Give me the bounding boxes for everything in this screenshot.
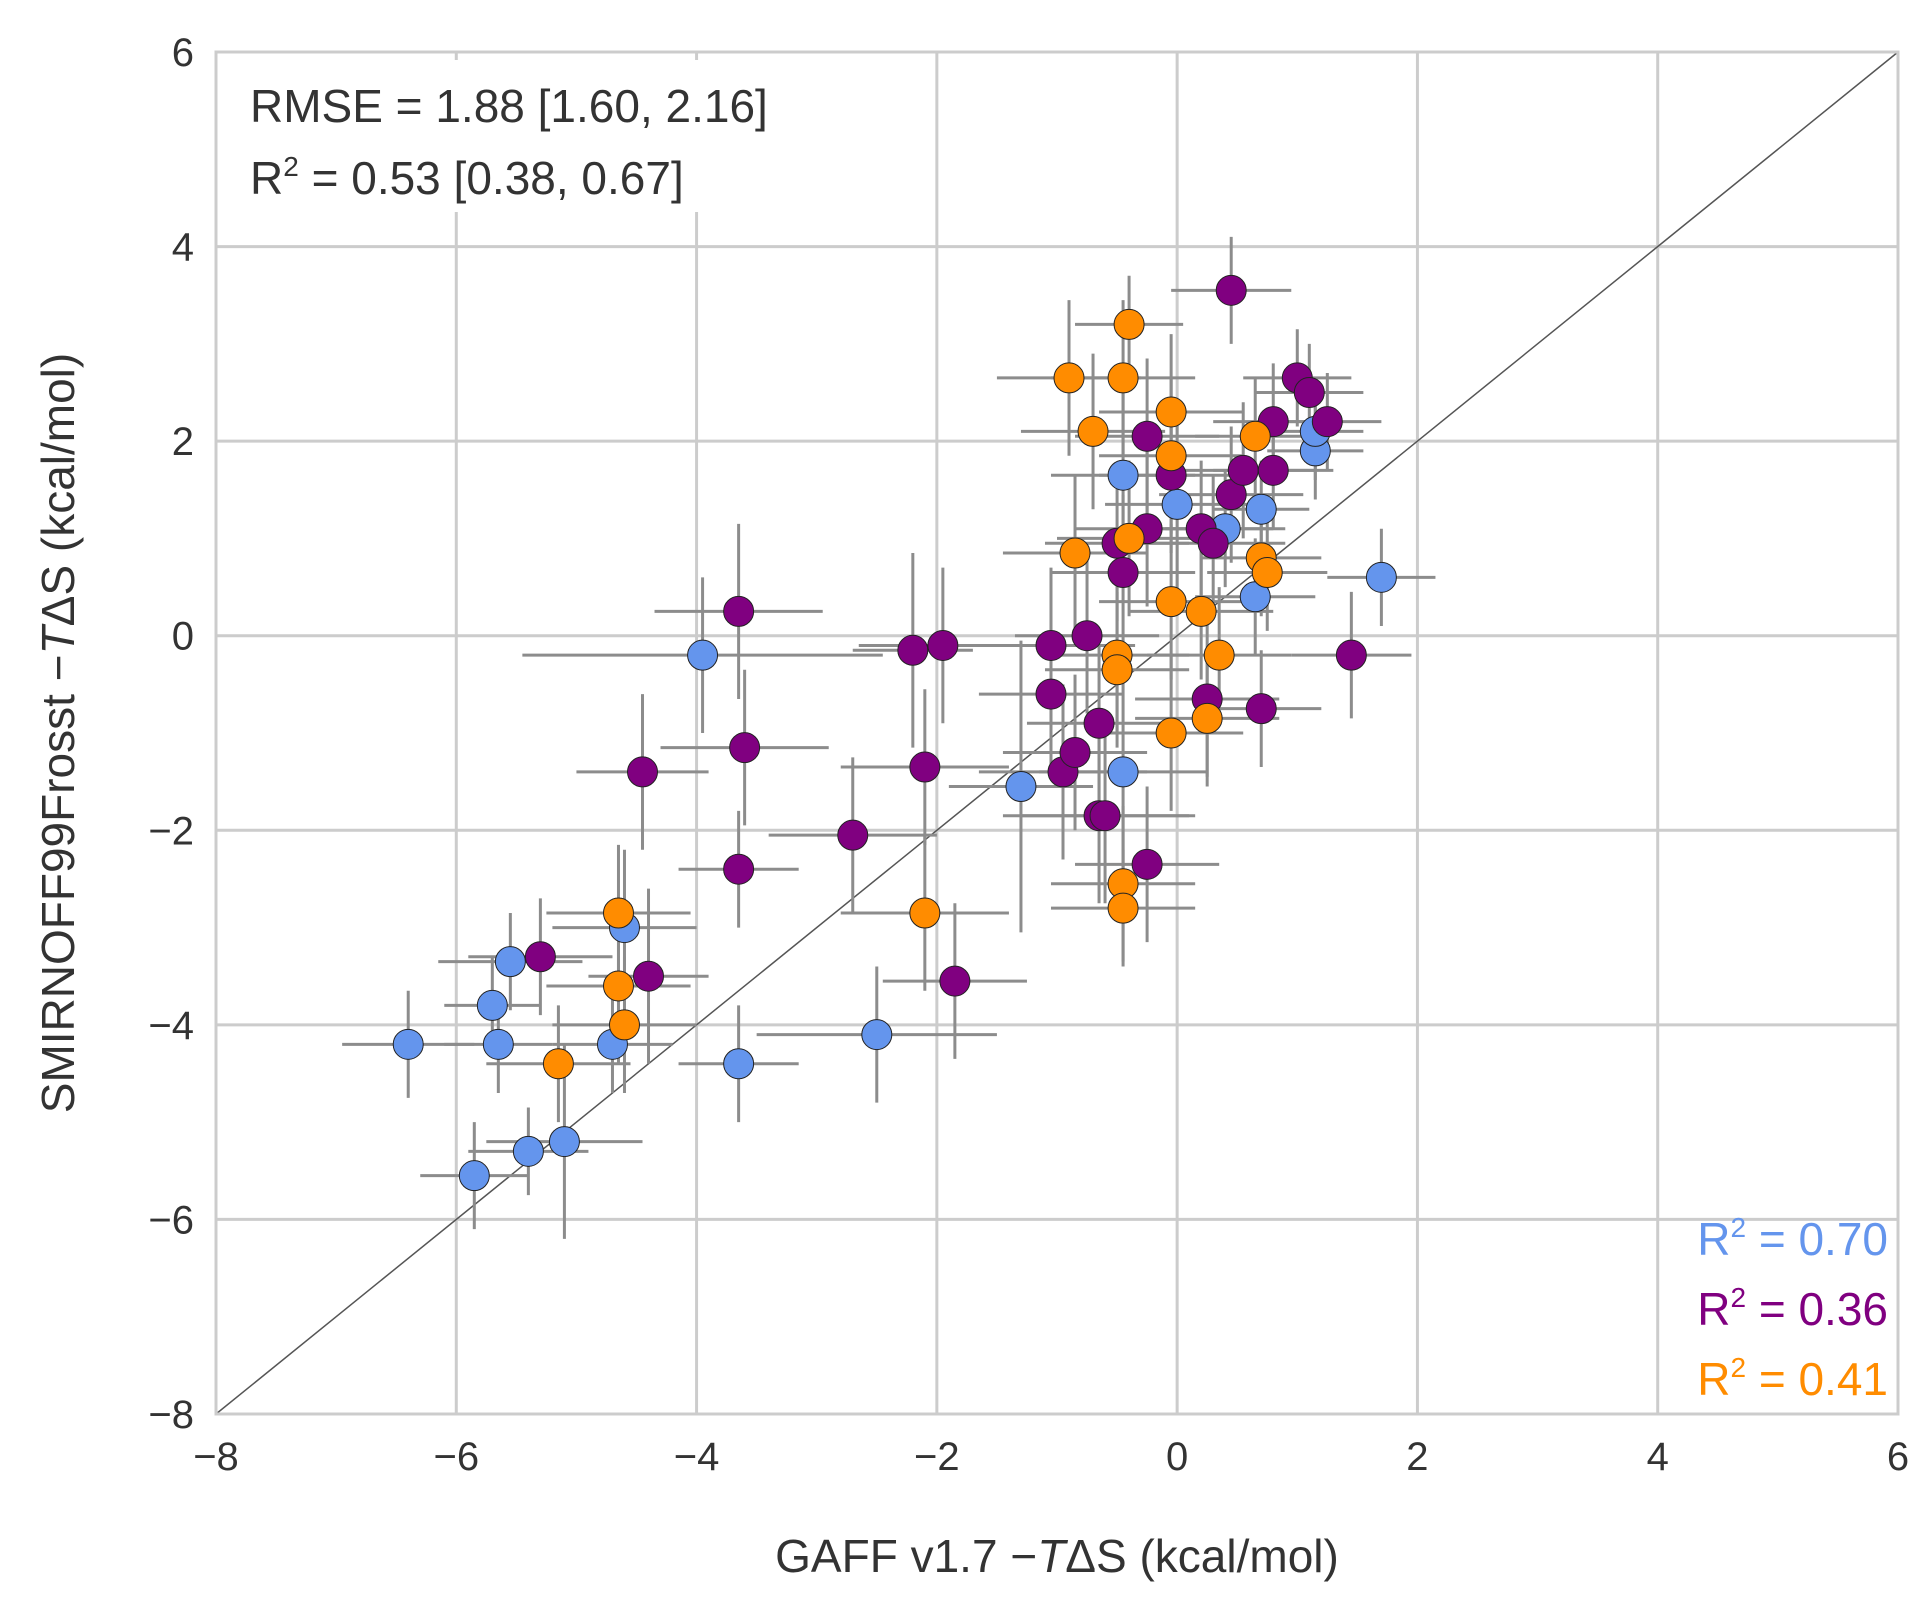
data-point [1071,620,1103,652]
data-point [1107,892,1139,924]
x-tick-label: −4 [674,1435,720,1479]
data-point [1131,848,1163,880]
data-point [897,634,929,666]
data-point [494,946,526,978]
data-point [608,1009,640,1041]
data-point [524,941,556,973]
data-point [1113,522,1145,554]
data-point [1311,406,1343,438]
y-tick-label: −4 [148,1004,194,1048]
data-point [633,960,665,992]
data-point [1203,639,1235,671]
data-point [1005,771,1037,803]
y-tick-label: 2 [172,420,194,464]
stats-box-background [232,60,922,212]
data-point [627,756,659,788]
y-tick-label: −6 [148,1198,194,1242]
data-point [512,1135,544,1167]
group-r2-label: R2 = 0.36 [1697,1282,1888,1335]
data-point [1107,459,1139,491]
data-point [476,989,508,1021]
data-point [1131,420,1163,452]
data-point [1113,308,1145,340]
data-point [1215,274,1247,306]
identity-line [215,51,1899,1415]
data-point [602,970,634,1002]
identity-diagonal [215,51,1899,1415]
x-tick-label: 6 [1887,1435,1909,1479]
y-tick-label: −2 [148,809,194,853]
data-point [1155,396,1187,428]
x-tick-label: −8 [193,1435,239,1479]
y-tick-label: 0 [172,615,194,659]
x-tick-label: −6 [433,1435,479,1479]
x-axis-title: GAFF v1.7 −TΔS (kcal/mol) [775,1530,1339,1582]
data-point [602,897,634,929]
data-point [1239,420,1271,452]
data-point [1161,488,1193,520]
data-point [1365,561,1397,593]
y-tick-label: 6 [172,31,194,75]
error-bars [342,236,1436,1239]
data-point [1107,556,1139,588]
plot-frame [214,50,1900,1416]
data-point [1059,537,1091,569]
data-point [729,732,761,764]
y-tick-label: 4 [172,226,194,270]
data-point [1197,527,1229,559]
data-point [1077,415,1109,447]
data-point [1053,362,1085,394]
data-point [1245,493,1277,525]
x-tick-labels: −8 −6 −4 −2 0 2 4 6 [193,1435,1909,1479]
data-point [687,639,719,671]
data-point [723,595,755,627]
data-point [1035,629,1067,661]
data-point [482,1028,514,1060]
data-point [1257,454,1289,486]
data-point [1293,377,1325,408]
data-points [392,274,1397,1192]
rmse-annotation: RMSE = 1.88 [1.60, 2.16] [250,80,768,132]
group-r2-label: R2 = 0.70 [1697,1212,1888,1265]
data-point [1083,707,1115,739]
data-point [542,1048,574,1080]
y-tick-label: −8 [148,1393,194,1437]
data-point [1335,639,1367,671]
data-point [392,1028,424,1060]
data-point [723,1048,755,1080]
x-tick-label: 4 [1647,1435,1669,1479]
y-tick-labels: −8 −6 −4 −2 0 2 4 6 [148,31,194,1437]
x-tick-label: 2 [1406,1435,1428,1479]
data-point [1251,556,1283,588]
data-point [1155,586,1187,618]
data-point [1191,702,1223,734]
data-point [909,897,941,929]
group-r2-label: R2 = 0.41 [1697,1352,1888,1405]
data-point [1245,693,1277,725]
data-point [1155,717,1187,749]
data-point [723,853,755,885]
data-point [548,1126,580,1158]
x-tick-label: 0 [1166,1435,1188,1479]
data-point [1089,800,1121,832]
y-axis-title: SMIRNOFF99Frosst −TΔS (kcal/mol) [32,353,84,1113]
data-point [1035,678,1067,710]
group-r2-labels: R2 = 0.70 R2 = 0.36 R2 = 0.41 [1697,1212,1888,1405]
data-point [837,819,869,851]
data-point [861,1019,893,1051]
data-point [939,965,971,997]
data-point [927,629,959,661]
data-point [1107,756,1139,788]
data-point [1155,440,1187,472]
data-point [1185,595,1217,627]
r2-annotation: R2 = 0.53 [0.38, 0.67] [250,151,684,204]
data-point [1107,362,1139,394]
x-tick-label: −2 [914,1435,960,1479]
data-point [909,751,941,783]
data-point [1059,736,1091,768]
data-point [1101,654,1133,686]
data-point [458,1160,490,1192]
data-point [1227,454,1259,486]
